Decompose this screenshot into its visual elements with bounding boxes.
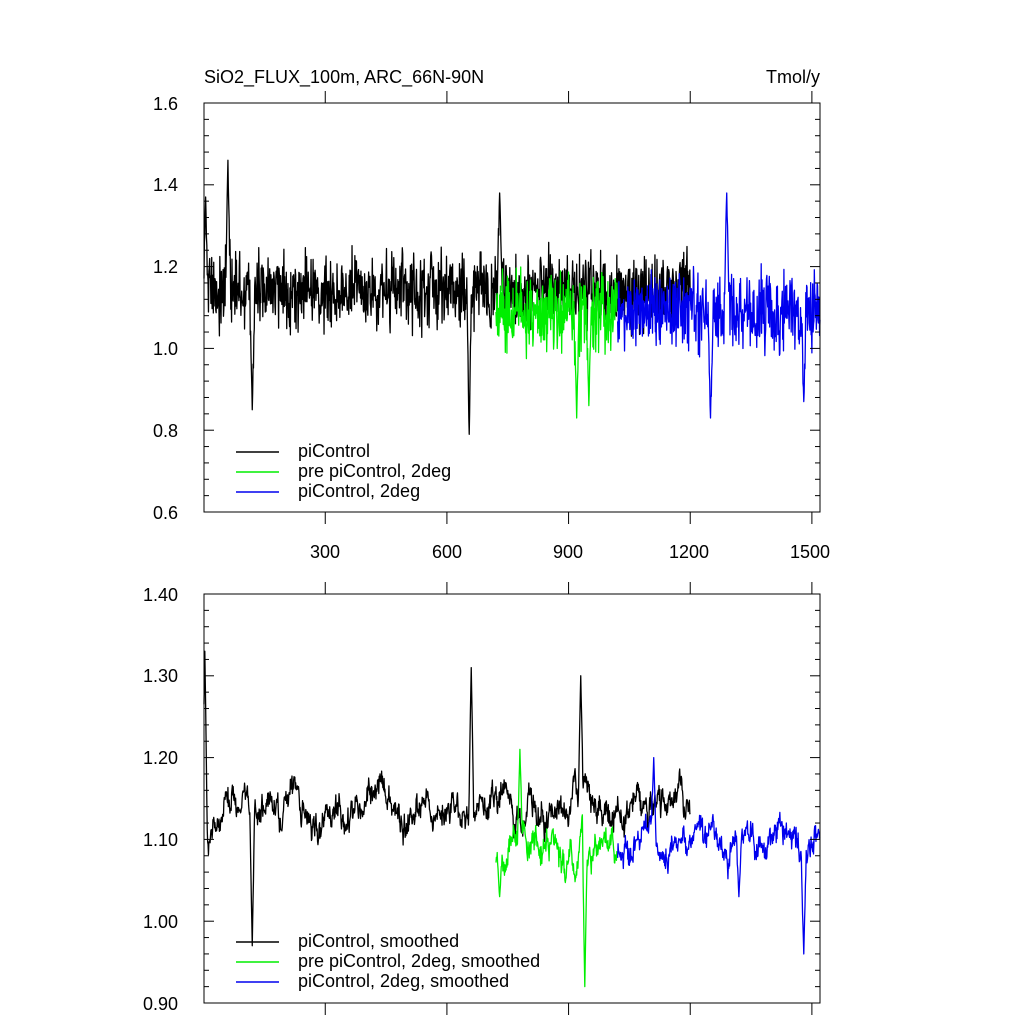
y-tick-label: 1.40 — [143, 585, 178, 605]
y-tick-label: 1.10 — [143, 830, 178, 850]
legend-label: piControl, 2deg — [298, 481, 420, 501]
legend-label: pre piControl, 2deg — [298, 461, 451, 481]
panel-top: SiO2_FLUX_100m, ARC_66N-90N Tmol/y 0.6 0… — [153, 67, 830, 562]
y-tick-label: 1.0 — [153, 339, 178, 359]
y-tick-label: 0.6 — [153, 503, 178, 523]
panel-top-ticks — [204, 91, 820, 524]
y-tick-label: 0.90 — [143, 994, 178, 1014]
legend-label: piControl, smoothed — [298, 931, 459, 951]
series-line-picontrol-2deg — [616, 192, 821, 419]
panel-top-x-tick-labels: 300 600 900 1200 1500 — [310, 542, 830, 562]
y-tick-label: 1.00 — [143, 912, 178, 932]
panel-top-legend: piControl pre piControl, 2deg piControl,… — [236, 441, 451, 501]
legend-label: piControl, 2deg, smoothed — [298, 971, 509, 991]
legend-label: piControl — [298, 441, 370, 461]
panel-top-frame — [203, 102, 821, 513]
y-tick-label: 1.30 — [143, 666, 178, 686]
y-tick-label: 1.6 — [153, 94, 178, 114]
panel-bottom-frame — [203, 593, 821, 1004]
x-tick-label: 1500 — [790, 542, 830, 562]
panel-bottom-series — [203, 650, 821, 988]
y-tick-label: 0.8 — [153, 421, 178, 441]
y-tick-label: 1.4 — [153, 175, 178, 195]
series-line-picontrol-2deg-smoothed — [616, 756, 821, 955]
series-line-pre-picontrol-2deg-smoothed — [495, 748, 618, 988]
x-tick-label: 1200 — [669, 542, 709, 562]
series-line-picontrol-smoothed — [203, 650, 691, 947]
y-tick-label: 1.20 — [143, 748, 178, 768]
x-tick-label: 600 — [432, 542, 462, 562]
panel-bottom-y-tick-labels: 0.90 1.00 1.10 1.20 1.30 1.40 — [143, 585, 178, 1014]
series-line-pre-picontrol-2deg — [495, 266, 618, 419]
panel-bottom-ticks — [204, 582, 820, 1015]
y-tick-label: 1.2 — [153, 257, 178, 277]
panel-top-title: SiO2_FLUX_100m, ARC_66N-90N — [204, 67, 484, 88]
legend-label: pre piControl, 2deg, smoothed — [298, 951, 540, 971]
x-tick-label: 300 — [310, 542, 340, 562]
x-tick-label: 900 — [553, 542, 583, 562]
panel-bottom-legend: piControl, smoothed pre piControl, 2deg,… — [236, 931, 540, 991]
panel-top-y-tick-labels: 0.6 0.8 1.0 1.2 1.4 1.6 — [153, 94, 178, 523]
panel-bottom: 0.90 1.00 1.10 1.20 1.30 1.40 piControl,… — [143, 582, 821, 1015]
panel-top-series — [203, 159, 821, 435]
panel-top-units: Tmol/y — [766, 67, 820, 87]
